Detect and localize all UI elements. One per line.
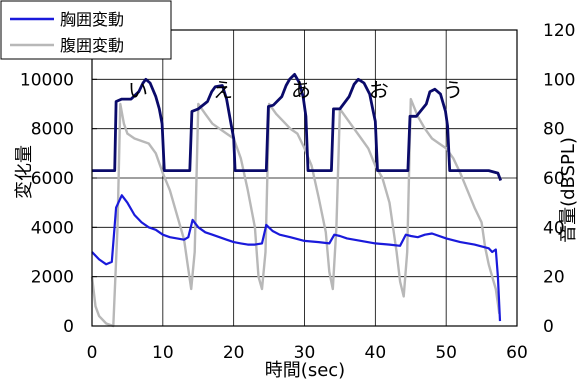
x-tick-label: 40 (365, 343, 387, 363)
vowel-label: い (128, 78, 148, 102)
y-tick-label-right: 20 (543, 268, 565, 288)
x-tick-label: 0 (87, 343, 98, 363)
y-tick-label-right: 60 (543, 169, 565, 189)
x-tick-label: 60 (506, 343, 528, 363)
y-tick-label-right: 120 (543, 21, 575, 41)
vowel-label: お (369, 78, 389, 102)
y-tick-label-left: 0 (63, 317, 74, 337)
x-tick-label: 30 (294, 343, 316, 363)
x-tick-label: 50 (435, 343, 457, 363)
x-tick-label: 10 (152, 343, 174, 363)
series-line-abdomen (90, 97, 501, 328)
y-axis-label-right: 音量(dBSPL) (558, 137, 579, 243)
y-tick-label-right: 0 (543, 317, 554, 337)
vowel-label: え (213, 78, 233, 102)
x-tick-label: 20 (223, 343, 245, 363)
vowel-label: あ (291, 78, 311, 102)
vowel-label: う (443, 78, 463, 102)
legend: 胸囲変動 腹囲変動 (0, 0, 172, 60)
legend-label-chest: 胸囲変動 (60, 10, 124, 29)
y-tick-label-left: 6000 (31, 169, 74, 189)
vowel-annotations: いえあおう (128, 78, 463, 102)
y-tick-label-right: 80 (543, 120, 565, 140)
y-tick-label-right: 40 (543, 218, 565, 238)
series-layer (90, 73, 503, 328)
y-tick-label-left: 2000 (31, 268, 74, 288)
legend-box (0, 0, 172, 60)
y-tick-label-left: 8000 (31, 120, 74, 140)
y-axis-label-left: 変化量 (14, 145, 35, 199)
series-line-chest (91, 194, 502, 322)
legend-label-abdomen: 腹囲変動 (60, 36, 124, 55)
series-line-volume (92, 73, 503, 181)
x-axis-label: 時間(sec) (265, 360, 345, 381)
y-tick-label-right: 100 (543, 70, 575, 90)
y-tick-label-left: 4000 (31, 218, 74, 238)
y-tick-label-left: 10000 (20, 70, 74, 90)
